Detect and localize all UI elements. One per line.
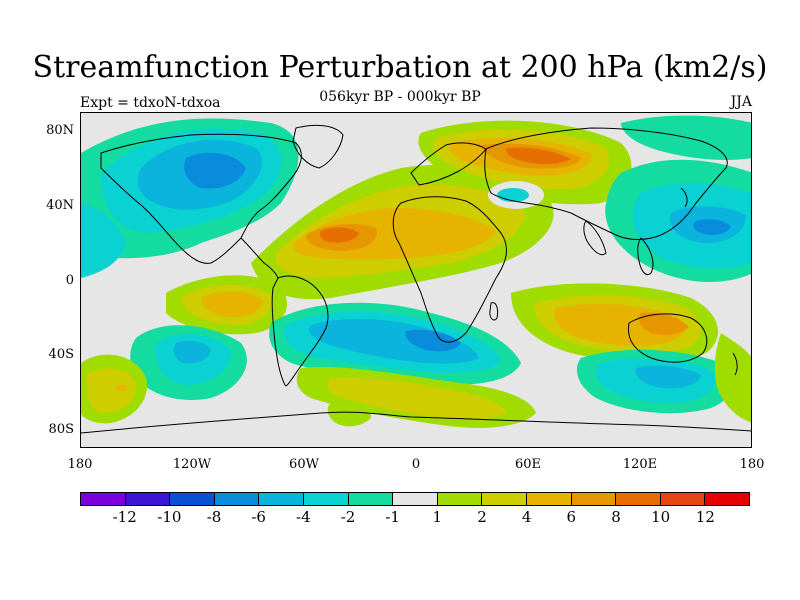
colorbar-segment xyxy=(660,493,706,505)
colorbar-tick-label: 1 xyxy=(432,508,443,526)
colorbar-tick-label: -8 xyxy=(206,508,222,526)
chart-title: Streamfunction Perturbation at 200 hPa (… xyxy=(32,50,768,85)
colorbar xyxy=(80,492,750,506)
map-svg xyxy=(81,113,751,447)
field-p2-antarctic xyxy=(327,401,371,427)
coast-north-america xyxy=(100,133,302,264)
field-p6-far-south-west xyxy=(115,385,127,391)
x-tick-label-180e: 180 xyxy=(739,457,765,472)
field-n2-caspian xyxy=(497,188,529,202)
y-tick-label-0: 0 xyxy=(65,273,74,288)
colorbar-tick-label: 12 xyxy=(695,508,715,526)
coast-greenland xyxy=(292,124,344,169)
field-n2-east-edge xyxy=(714,333,751,423)
coast-africa xyxy=(392,196,507,343)
colorbar-tick-label: -12 xyxy=(112,508,137,526)
field-p8-indian-ocean xyxy=(639,312,689,335)
colorbar-tick-label: 8 xyxy=(611,508,621,526)
colorbar-segment xyxy=(170,493,215,505)
field-p4-south-of-africa xyxy=(327,377,506,420)
colorbar-segment xyxy=(125,493,171,505)
colorbar-tick-label: 6 xyxy=(566,508,577,526)
coast-madagascar xyxy=(489,302,499,321)
x-tick-label-180w: 180 xyxy=(67,457,93,472)
colorbar-tick-label: 2 xyxy=(477,508,487,526)
coast-asia xyxy=(484,127,728,240)
colorbar-segment xyxy=(81,493,126,505)
x-tick-label-60w: 60W xyxy=(289,457,319,472)
experiment-label: Expt = tdxoN-tdxoa xyxy=(80,95,221,111)
colorbar-tick-label: 10 xyxy=(651,508,671,526)
field-n8-pacific-north xyxy=(693,219,731,235)
coast-india xyxy=(583,220,607,256)
y-tick-label-40n: 40N xyxy=(46,198,74,213)
field-n2-west-edge xyxy=(81,203,126,278)
colorbar-segment xyxy=(705,493,749,505)
coast-south-america xyxy=(271,275,329,387)
colorbar-segment xyxy=(393,493,438,505)
field-n8-south-atlantic xyxy=(405,329,461,352)
y-tick-label-80n: 80N xyxy=(46,123,74,138)
coast-new-zealand xyxy=(732,352,738,376)
coastlines xyxy=(81,124,751,434)
field-n6-southern-ocean xyxy=(635,365,701,389)
colorbar-segment xyxy=(526,493,572,505)
field-p10-eurasia xyxy=(505,147,571,164)
colorbar-segment xyxy=(303,493,349,505)
colorbar-segment xyxy=(482,493,527,505)
colorbar-segment xyxy=(259,493,304,505)
colorbar-tick-label: -10 xyxy=(157,508,182,526)
colorbar-tick-label: -4 xyxy=(296,508,311,526)
y-tick-label-80s: 80S xyxy=(48,422,74,437)
coast-japan xyxy=(680,187,688,208)
x-tick-label-120e: 120E xyxy=(622,457,658,472)
field-n8-north-america xyxy=(184,152,246,189)
field-n6-south-atlantic xyxy=(309,318,479,364)
colorbar-segment xyxy=(616,493,661,505)
x-tick-label-120w: 120W xyxy=(172,457,212,472)
map-plot-area xyxy=(80,112,752,448)
x-tick-label-60e: 60E xyxy=(514,457,542,472)
season-label: JJA xyxy=(730,94,752,110)
coast-southeast-asia xyxy=(637,237,654,276)
colorbar-tick-label: -6 xyxy=(251,508,266,526)
colorbar-tick-label: -1 xyxy=(385,508,400,526)
colorbar-segment xyxy=(348,493,394,505)
colorbar-tick-label: 4 xyxy=(521,508,532,526)
coast-australia xyxy=(627,313,708,363)
colorbar-segment xyxy=(571,493,617,505)
field-p10-atlantic xyxy=(319,227,359,243)
field-n6-south-pacific xyxy=(173,340,211,364)
x-tick-label-0: 0 xyxy=(411,457,421,472)
colorbar-tick-label: -2 xyxy=(340,508,356,526)
colorbar-segment xyxy=(437,493,483,505)
field-p6-sw-pacific xyxy=(201,291,263,318)
field-p4-far-south-west xyxy=(86,368,136,413)
coast-antarctica xyxy=(81,411,751,434)
colorbar-segment xyxy=(214,493,260,505)
coast-central-america xyxy=(240,237,279,279)
chart-subtitle: 056kyr BP - 000kyr BP xyxy=(319,89,481,105)
y-tick-label-40s: 40S xyxy=(48,347,74,362)
